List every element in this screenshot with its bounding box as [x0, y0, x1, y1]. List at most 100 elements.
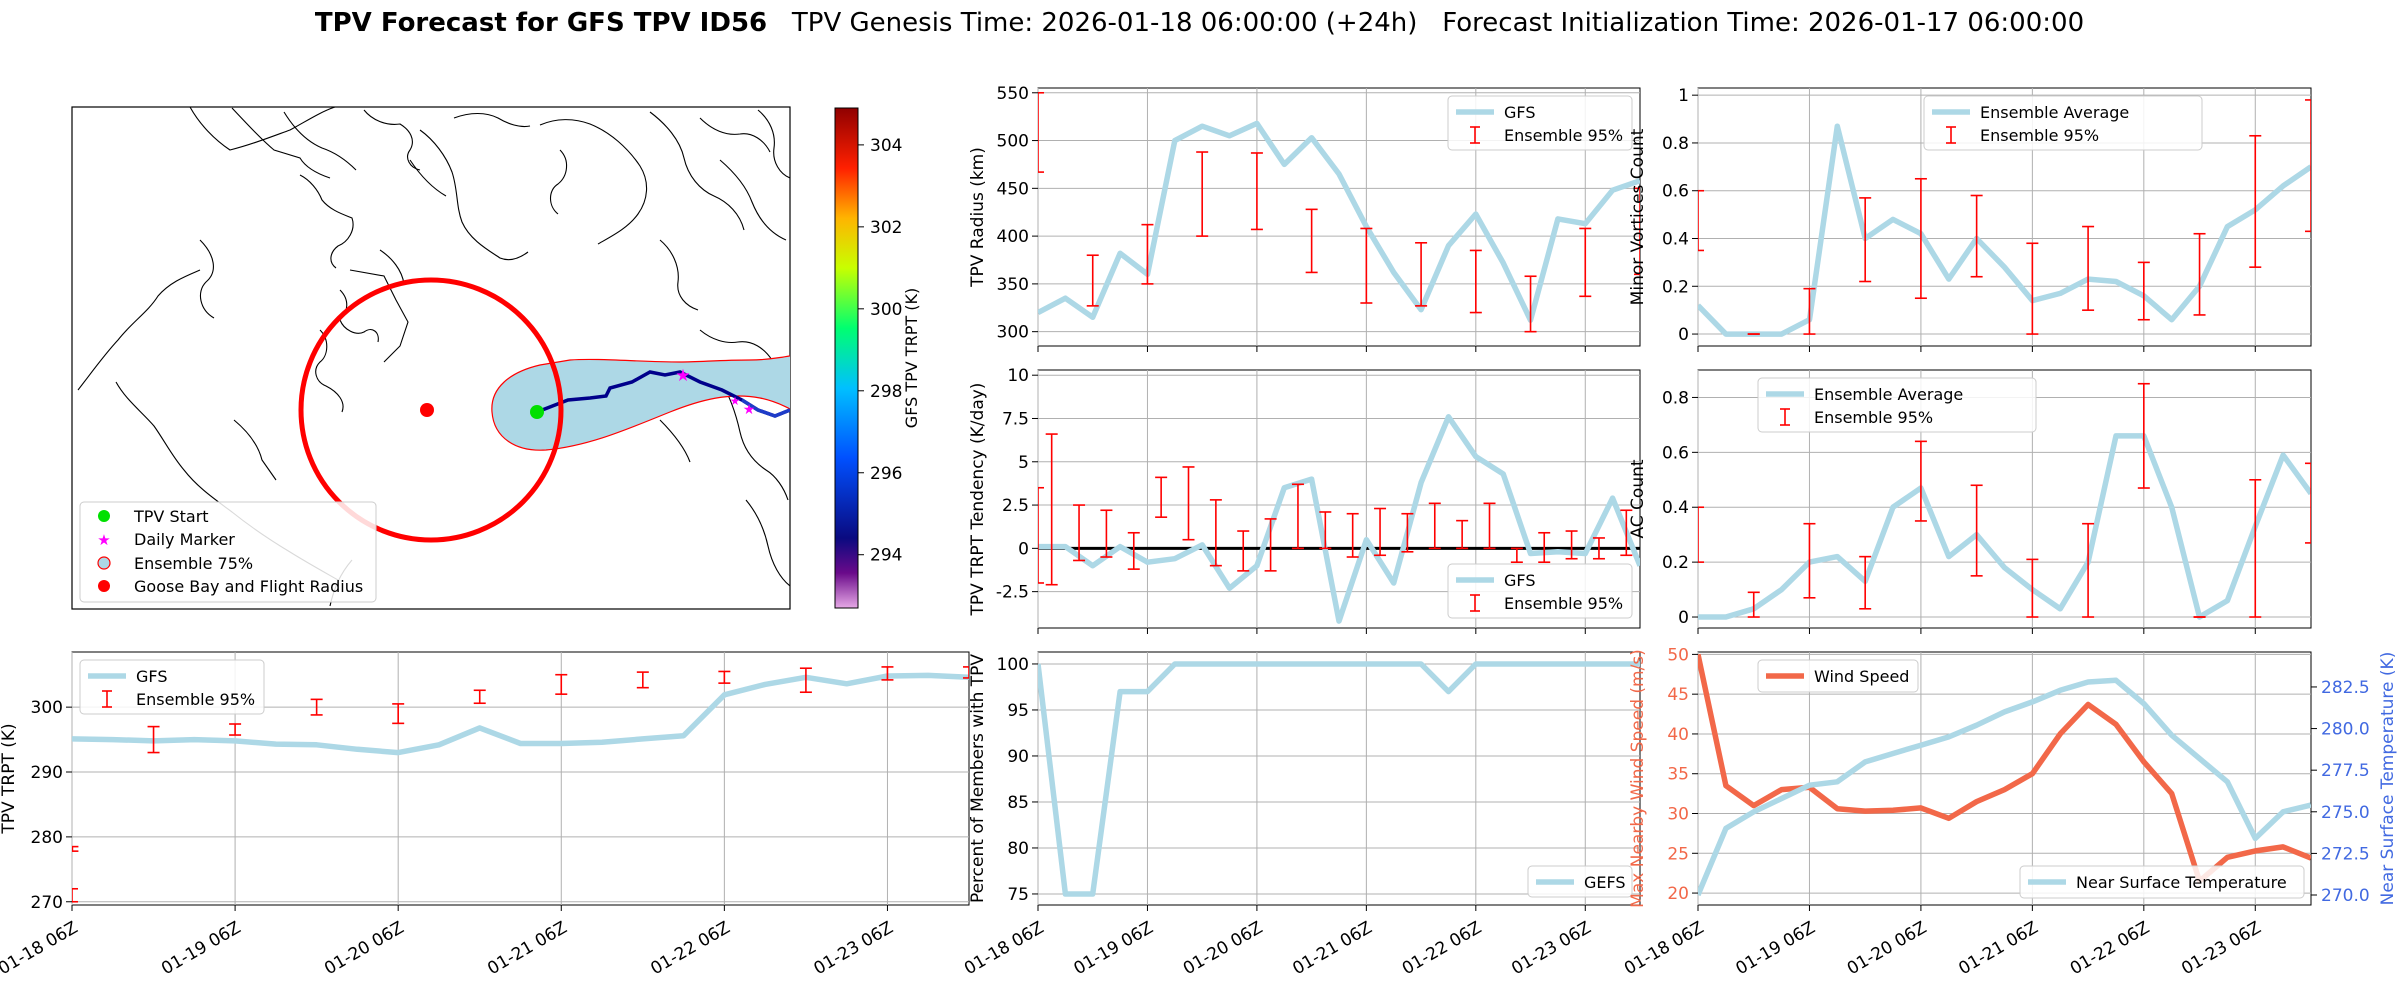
chart-wind: 01-18 06Z 01-19 06Z 01-20 06Z 01-21 06Z 01-2… [1621, 645, 2398, 979]
y-tick-label-right: 270.0 [2321, 886, 2370, 906]
ensemble-75-region [491, 355, 790, 451]
legend-box [1757, 377, 2037, 433]
series-group [1698, 99, 2311, 337]
error-bar [2026, 242, 2039, 335]
y-tick-label: 0.2 [1662, 553, 1689, 573]
legend-label: GFS [136, 667, 167, 686]
error-bar [1970, 484, 1983, 577]
error-bar [1038, 486, 1044, 584]
y-tick-label: 290 [31, 763, 63, 783]
legend-label: GEFS [1584, 873, 1626, 892]
legend: Near Surface Temperature [2019, 865, 2305, 899]
chart-radius: 300 350 400 450 500 550 TPV Radius (km) GFS Ense… [968, 84, 1641, 352]
legend: GEFS [1527, 865, 1633, 898]
y-tick-label: 0 [1018, 539, 1029, 559]
error-bar [1346, 512, 1359, 558]
x-tick-label: 01-19 06Z [158, 918, 244, 979]
error-bar [1415, 242, 1428, 307]
coastlines [77, 107, 790, 607]
x-tick-label: 01-23 06Z [1508, 918, 1594, 979]
y-tick-label: 0 [1678, 608, 1689, 628]
y-tick-label: 20 [1667, 884, 1689, 904]
error-bar [1456, 519, 1469, 550]
figure-title: TPV Forecast for GFS TPV ID56 TPV Genesi… [0, 8, 2399, 38]
error-bar [1305, 208, 1318, 274]
error-bar [1100, 509, 1113, 558]
error-bar [1698, 506, 1704, 563]
y-tick-label: 270 [31, 893, 63, 913]
y-tick-label-right: 272.5 [2321, 844, 2370, 864]
colorbar-tick-label: 298 [870, 382, 902, 402]
error-bar [1291, 483, 1304, 550]
legend-box [1757, 659, 1919, 693]
x-tick-label: 01-21 06Z [484, 918, 570, 979]
y-tick-label: 550 [997, 84, 1029, 104]
y-tick-label-right: 282.5 [2321, 678, 2370, 698]
error-bar [1859, 555, 1872, 610]
error-bar [1038, 91, 1044, 173]
x-tick-label: 01-23 06Z [2178, 918, 2264, 979]
x-tick-label: 01-18 06Z [961, 918, 1047, 979]
y-tick-label: 95 [1007, 701, 1029, 721]
chart-members: 01-18 06Z 01-19 06Z 01-20 06Z 01-21 06Z 01-2… [961, 651, 1641, 979]
legend-label: Daily Marker [134, 530, 235, 549]
y-axis-label: Max Nearby Wind Speed (m/s) [1628, 649, 1648, 908]
error-bar [1250, 152, 1263, 231]
series-line-ensemble-average [1698, 123, 2311, 337]
error-bar [555, 673, 568, 695]
error-bar [636, 671, 649, 689]
x-tick-label: 01-20 06Z [1844, 918, 1930, 979]
y-tick-label: 0.4 [1662, 498, 1689, 518]
y-tick-label: 0.6 [1662, 443, 1689, 463]
y-tick-label: 2.5 [1002, 496, 1029, 516]
series-group [1698, 382, 2311, 620]
legend-label: Ensemble Average [1980, 103, 2129, 122]
error-bar [392, 703, 405, 725]
legend-label: Ensemble 75% [134, 554, 253, 573]
error-bar [473, 689, 486, 705]
error-bar [1914, 177, 1927, 300]
error-bar [799, 667, 812, 694]
error-bar [147, 725, 160, 754]
y-tick-label-right: 277.5 [2321, 761, 2370, 781]
y-tick-label-right: 280.0 [2321, 720, 2370, 740]
y-tick-label: 100 [997, 655, 1029, 675]
flight-radius-circle [298, 277, 564, 543]
x-tick-label: 01-19 06Z [1070, 918, 1156, 979]
error-bar [72, 887, 78, 903]
y-tick-label: 25 [1667, 844, 1689, 864]
title-genesis: TPV Genesis Time: 2026-01-18 06:00:00 (+… [791, 8, 1418, 38]
legend-label: Near Surface Temperature [2076, 873, 2287, 892]
y-axis-label: TPV TRPT (K) [0, 723, 19, 834]
y-tick-label: 90 [1007, 747, 1029, 767]
y-tick-label: 400 [997, 227, 1029, 247]
error-bar [2305, 462, 2311, 544]
error-bar [1374, 507, 1387, 557]
colorbar-tick-label: 294 [870, 546, 902, 566]
error-bar [1620, 509, 1633, 557]
error-bar [1747, 591, 1760, 618]
y-tick-label: 0.8 [1662, 134, 1689, 154]
series-line-gefs [1038, 661, 1640, 897]
y-tick-label: 0 [1678, 325, 1689, 345]
y-tick-label: 40 [1667, 725, 1689, 745]
legend-label: Ensemble Average [1814, 385, 1963, 404]
error-bar [1565, 530, 1578, 560]
y-tick-label: 80 [1007, 839, 1029, 859]
y-tick-label: 45 [1667, 685, 1689, 705]
y-tick-label: 5 [1018, 453, 1029, 473]
error-bar [1914, 440, 1927, 522]
legend-label: GFS [1504, 571, 1535, 590]
y-tick-label: -2.5 [996, 583, 1029, 603]
y-tick-label: 10 [1007, 366, 1029, 386]
series-group [72, 666, 969, 903]
error-bar [1196, 151, 1209, 237]
legend-label: Ensemble 95% [1504, 594, 1623, 613]
error-bar [2193, 232, 2206, 316]
colorbar-tick-label: 302 [870, 218, 902, 238]
legend-label: Ensemble 95% [136, 690, 255, 709]
error-bar [1483, 502, 1496, 550]
